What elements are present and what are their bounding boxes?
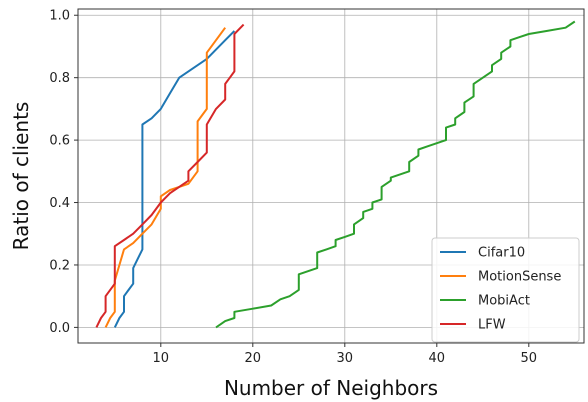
series-layer: [95, 20, 576, 329]
y-tick-label: 0.4: [49, 196, 70, 211]
x-axis-label: Number of Neighbors: [224, 376, 438, 400]
x-tick-label: 10: [153, 351, 170, 366]
x-tick-label: 30: [337, 351, 354, 366]
legend-label: LFW: [478, 318, 506, 333]
grid: [78, 9, 584, 343]
legend-label: MotionSense: [478, 270, 561, 285]
series-line-lfw: [95, 23, 245, 328]
legend-label: MobiAct: [478, 294, 530, 309]
ticks: 10 20 30 40 50 0.0 0.2 0.4 0.6 0.8 1.0: [49, 9, 537, 366]
legend-label: Cifar10: [478, 246, 525, 261]
y-tick-label: 0.8: [49, 71, 70, 86]
x-tick-label: 20: [245, 351, 262, 366]
legend: Cifar10 MotionSense MobiAct LFW: [431, 237, 580, 343]
plot-frame: [77, 8, 585, 344]
y-axis-label: Ratio of clients: [9, 102, 33, 251]
y-tick-label: 1.0: [49, 9, 70, 24]
y-tick-label: 0.2: [49, 258, 70, 273]
series-line-motionsense: [104, 27, 227, 328]
series-line-cifar10: [113, 30, 236, 328]
y-tick-label: 0.6: [49, 134, 70, 149]
x-tick-label: 40: [429, 351, 446, 366]
legend-box: [431, 237, 580, 343]
series-line-mobiact: [215, 20, 576, 329]
x-tick-label: 50: [521, 351, 538, 366]
y-tick-label: 0.0: [49, 321, 70, 336]
